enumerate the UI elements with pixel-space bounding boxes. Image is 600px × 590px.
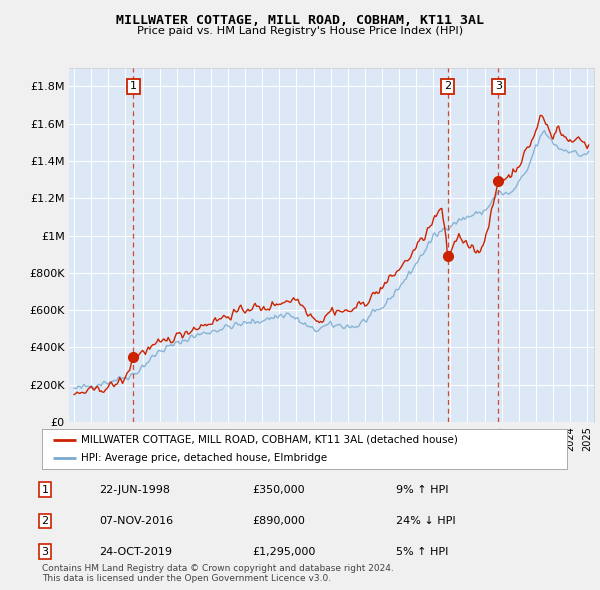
Text: 3: 3 — [495, 81, 502, 91]
Text: This data is licensed under the Open Government Licence v3.0.: This data is licensed under the Open Gov… — [42, 574, 331, 583]
Text: 24-OCT-2019: 24-OCT-2019 — [99, 547, 172, 556]
Text: 2: 2 — [444, 81, 451, 91]
Text: HPI: Average price, detached house, Elmbridge: HPI: Average price, detached house, Elmb… — [82, 453, 328, 463]
Text: 07-NOV-2016: 07-NOV-2016 — [99, 516, 173, 526]
Text: MILLWATER COTTAGE, MILL ROAD, COBHAM, KT11 3AL (detached house): MILLWATER COTTAGE, MILL ROAD, COBHAM, KT… — [82, 435, 458, 445]
Text: MILLWATER COTTAGE, MILL ROAD, COBHAM, KT11 3AL: MILLWATER COTTAGE, MILL ROAD, COBHAM, KT… — [116, 14, 484, 27]
Text: 2: 2 — [41, 516, 49, 526]
Text: Price paid vs. HM Land Registry's House Price Index (HPI): Price paid vs. HM Land Registry's House … — [137, 26, 463, 35]
Text: £1,295,000: £1,295,000 — [252, 547, 316, 556]
Text: 3: 3 — [41, 547, 49, 556]
Text: 22-JUN-1998: 22-JUN-1998 — [99, 485, 170, 494]
Text: Contains HM Land Registry data © Crown copyright and database right 2024.: Contains HM Land Registry data © Crown c… — [42, 565, 394, 573]
Text: 5% ↑ HPI: 5% ↑ HPI — [396, 547, 448, 556]
Text: £350,000: £350,000 — [252, 485, 305, 494]
Text: 1: 1 — [130, 81, 137, 91]
Text: 24% ↓ HPI: 24% ↓ HPI — [396, 516, 455, 526]
Text: 9% ↑ HPI: 9% ↑ HPI — [396, 485, 449, 494]
Text: £890,000: £890,000 — [252, 516, 305, 526]
Text: 1: 1 — [41, 485, 49, 494]
